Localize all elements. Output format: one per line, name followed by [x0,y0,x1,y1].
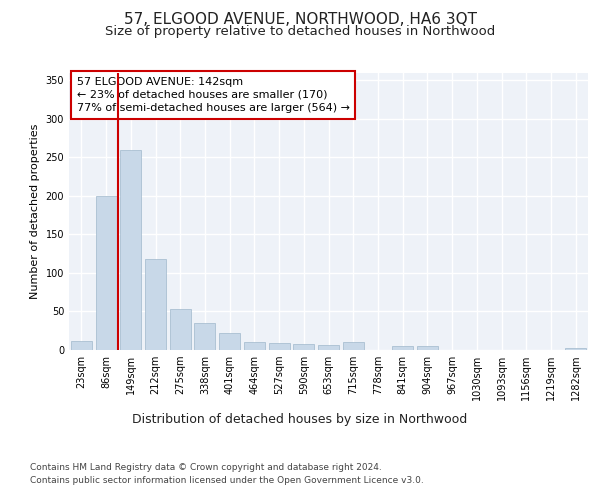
Bar [565,348,586,350]
Bar [219,333,240,350]
Text: Distribution of detached houses by size in Northwood: Distribution of detached houses by size … [133,412,467,426]
Bar [318,346,339,350]
Text: 57 ELGOOD AVENUE: 142sqm
← 23% of detached houses are smaller (170)
77% of semi-: 57 ELGOOD AVENUE: 142sqm ← 23% of detach… [77,76,350,113]
Bar [95,196,116,350]
Text: Contains HM Land Registry data © Crown copyright and database right 2024.: Contains HM Land Registry data © Crown c… [30,462,382,471]
Bar [343,342,364,350]
Text: 57, ELGOOD AVENUE, NORTHWOOD, HA6 3QT: 57, ELGOOD AVENUE, NORTHWOOD, HA6 3QT [124,12,476,28]
Bar [293,344,314,350]
Bar [417,346,438,350]
Bar [170,309,191,350]
Bar [120,150,141,350]
Bar [194,323,215,350]
Bar [145,259,166,350]
Text: Size of property relative to detached houses in Northwood: Size of property relative to detached ho… [105,25,495,38]
Text: Contains public sector information licensed under the Open Government Licence v3: Contains public sector information licen… [30,476,424,485]
Bar [244,342,265,350]
Bar [269,343,290,350]
Bar [392,346,413,350]
Y-axis label: Number of detached properties: Number of detached properties [30,124,40,299]
Bar [71,341,92,350]
